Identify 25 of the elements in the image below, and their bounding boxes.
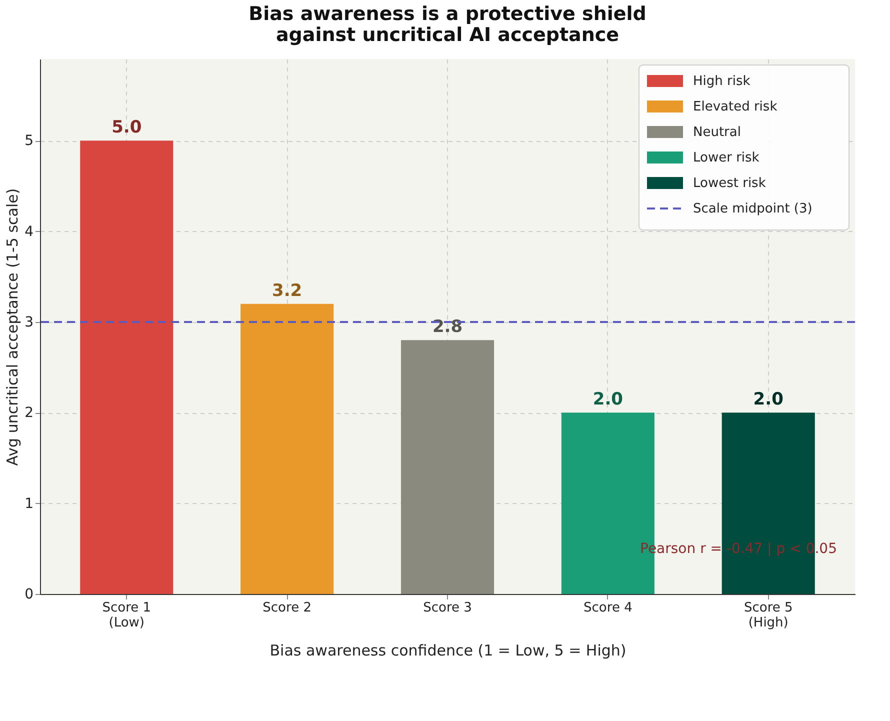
legend-label: Scale midpoint (3): [693, 202, 812, 216]
legend-label: Neutral: [693, 125, 741, 140]
x-tick-label: Score 5 (High): [744, 600, 793, 630]
x-tick-label: Score 2: [262, 600, 312, 616]
legend-label: Lower risk: [693, 150, 760, 166]
text: Bias awareness is a protective shield: [248, 3, 646, 25]
y-tick-label: 3: [24, 314, 34, 330]
x-tick-label: Score 1 (Low): [102, 600, 152, 630]
data-label: 5.0: [112, 118, 142, 138]
text: against uncritical AI acceptance: [276, 24, 620, 46]
x-axis-title: Bias awareness confidence (1 = Low, 5 = High): [270, 642, 626, 660]
y-axis-title: Avg uncritical acceptance (1-5 scale): [4, 188, 22, 466]
y-tick-label: 1: [24, 496, 34, 512]
y-tick-label: 2: [24, 405, 34, 422]
x-tick-label: Score 3: [423, 600, 472, 616]
legend-label: Lowest risk: [693, 176, 766, 191]
x-tick-label: Score 4: [584, 600, 632, 616]
y-tick-label: 5: [24, 133, 34, 150]
data-label: 2.0: [592, 390, 624, 410]
data-label: 2.0: [753, 390, 784, 410]
data-label: 3.2: [272, 280, 302, 301]
legend-label: High risk: [693, 74, 751, 89]
y-tick-label: 4: [24, 224, 34, 240]
legend-label: Elevated risk: [693, 100, 778, 114]
y-tick-label: 0: [24, 586, 34, 602]
